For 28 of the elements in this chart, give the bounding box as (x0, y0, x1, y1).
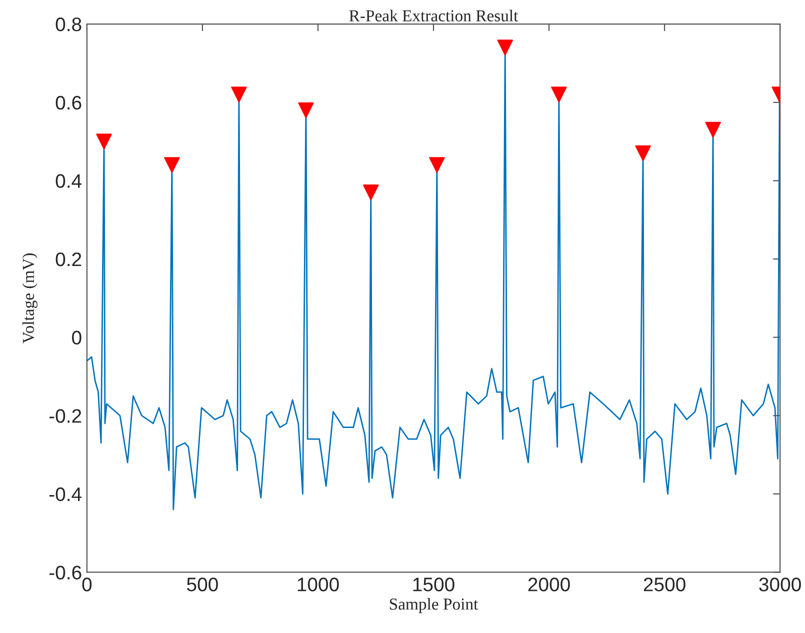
y-tick-label: 0.2 (56, 252, 82, 266)
point (96, 134, 112, 150)
x-tick-label: 500 (187, 578, 218, 592)
y-tick-label: -0.4 (49, 487, 82, 502)
x-axis-title: Sample Point (390, 598, 478, 614)
x-tick-label: 3000 (759, 578, 801, 592)
point (551, 86, 567, 102)
x-tick-label: 2000 (528, 578, 570, 592)
x-tick-label: 2500 (644, 578, 686, 592)
x-tick-label: 1500 (413, 578, 454, 592)
y-tick-label: 0.8 (56, 18, 82, 32)
point (363, 184, 379, 200)
point (635, 145, 651, 162)
y-tick-label: 0 (72, 330, 82, 345)
y-tick-label: 0.4 (56, 174, 82, 188)
x-tick-label: 0 (82, 578, 92, 592)
point (497, 40, 513, 56)
point (164, 157, 180, 173)
x-tick-label: 1000 (298, 578, 339, 592)
point (298, 102, 314, 118)
y-tick-label: -0.2 (49, 409, 82, 423)
point (429, 157, 445, 173)
chart-title: R-Peak Extraction Result (349, 10, 518, 22)
y-tick-label: 0.6 (56, 96, 82, 110)
y-axis-title: Voltage (mV) (22, 253, 38, 344)
y-tick-label: -0.6 (49, 566, 82, 580)
point (231, 86, 247, 102)
point (705, 122, 721, 138)
